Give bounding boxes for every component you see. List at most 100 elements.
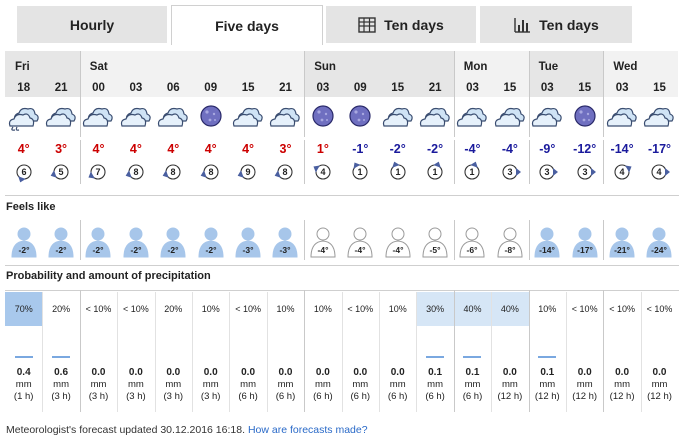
wind-direction-icon: 3 xyxy=(539,164,559,180)
precip-period: (12 h) xyxy=(647,391,672,402)
day-separator-line xyxy=(528,220,530,260)
tab-hourly[interactable]: Hourly xyxy=(17,6,167,43)
cloudy-icon xyxy=(529,101,566,136)
temperature-row: 4° 3° 4° 4° 4° 4° 4° 3° 1° -1° -2° -2° -4° -4° -9° -12°… xyxy=(5,141,679,157)
wind-speed: 1 xyxy=(395,167,400,177)
hour-label: 03 xyxy=(615,82,629,94)
day-separator-line xyxy=(79,51,81,137)
person-icon: -4° xyxy=(385,227,411,258)
precip-period: (12 h) xyxy=(497,391,523,402)
table-icon xyxy=(358,16,376,33)
precip-amount-bar xyxy=(650,356,668,358)
person-icon: -2° xyxy=(11,227,37,258)
precip-amount-value: 0.0 xyxy=(278,367,293,378)
day-name: Mon xyxy=(463,61,488,73)
day-name: Fri xyxy=(15,61,30,73)
day-header-row: Fri Sat Sun Mon Tue Wed xyxy=(5,51,679,79)
precip-probability: < 10% xyxy=(85,304,112,314)
day-separator-line xyxy=(304,51,306,137)
precip-amount-bar xyxy=(276,356,294,358)
precip-amount: 0.1 mm (6 h) xyxy=(416,352,453,403)
temperature-value: -2° xyxy=(389,142,406,156)
hour-label: 03 xyxy=(540,82,554,94)
day-separator-line xyxy=(528,51,530,137)
wind-direction-icon: 8 xyxy=(200,164,219,180)
precip-amount-value: 0.0 xyxy=(353,367,368,378)
feels-like-figure: -2° xyxy=(117,226,154,263)
feels-like-value: -2° xyxy=(18,245,30,255)
wind-speed: 8 xyxy=(171,167,176,177)
feels-like-value: -3° xyxy=(243,245,255,255)
wind-indicator: 1 xyxy=(342,160,379,189)
precip-amount: 0.1 mm (12 h) xyxy=(529,352,566,403)
wind-indicator: 3 xyxy=(566,160,603,189)
tab-ten-days-chart[interactable]: Ten days xyxy=(480,6,632,43)
temperature-value: -17° xyxy=(647,142,672,156)
feels-like-value: -2° xyxy=(93,245,105,255)
feels-like-value: -2° xyxy=(56,245,68,255)
moon-icon xyxy=(304,101,341,136)
hour-label: 00 xyxy=(92,82,105,94)
precip-probability: 30% xyxy=(416,292,454,326)
tab-five-days[interactable]: Five days xyxy=(171,5,323,45)
day-separator-line xyxy=(603,290,605,412)
wind-direction-icon: 1 xyxy=(390,161,406,180)
feels-like-figure: -2° xyxy=(42,226,79,263)
wind-direction-icon: 7 xyxy=(88,164,107,180)
wind-speed: 8 xyxy=(283,167,288,177)
wind-direction-icon: 8 xyxy=(275,164,294,180)
moon-icon xyxy=(342,101,379,136)
precip-period: (6 h) xyxy=(275,391,296,402)
feels-like-value: -4° xyxy=(392,245,404,255)
day-separator-line xyxy=(453,220,455,260)
precip-amount: 0.0 mm (12 h) xyxy=(641,352,678,403)
precipitation-title: Probability and amount of precipitation xyxy=(6,270,211,282)
wind-direction-icon: 1 xyxy=(427,161,443,180)
precip-amount-value: 0.0 xyxy=(91,367,106,378)
hour-row-bg xyxy=(453,79,529,97)
person-icon: -4° xyxy=(310,227,336,258)
wind-indicator: 1 xyxy=(454,160,491,189)
precip-period: (3 h) xyxy=(126,391,146,402)
feels-like-value: -14° xyxy=(539,245,555,255)
hour-label: 15 xyxy=(578,82,592,94)
wind-speed: 9 xyxy=(246,167,251,177)
column-separator-line xyxy=(266,292,268,412)
precip-unit: mm xyxy=(539,379,556,390)
precip-unit: mm xyxy=(651,379,668,390)
wind-indicator: 6 xyxy=(5,160,42,189)
precip-amount: 0.0 mm (6 h) xyxy=(379,352,416,403)
day-name: Sun xyxy=(314,61,336,73)
precip-amount-bar xyxy=(426,356,445,358)
precip-amount: 0.1 mm (6 h) xyxy=(454,352,491,403)
day-header-bg xyxy=(603,51,679,79)
precip-unit: mm xyxy=(314,379,331,390)
temperature-value: 4° xyxy=(17,142,30,156)
wind-direction-icon: 3 xyxy=(577,164,596,180)
precip-amount-bar xyxy=(239,356,257,358)
precip-amount-bar xyxy=(351,356,369,358)
tab-ten-days-table[interactable]: Ten days xyxy=(326,6,476,43)
wind-speed: 7 xyxy=(96,167,101,177)
section-divider xyxy=(5,290,679,291)
cloudy-icon xyxy=(491,101,528,136)
feels-like-figure: -3° xyxy=(229,226,266,263)
forecast-info-link[interactable]: How are forecasts made? xyxy=(247,424,368,436)
precip-unit: mm xyxy=(90,379,107,390)
precip-amount-value: 0.0 xyxy=(241,367,256,378)
wind-speed: 6 xyxy=(21,167,26,177)
precip-amount-value: 0.1 xyxy=(428,367,443,378)
precip-probability: 20% xyxy=(52,304,71,314)
wind-direction-icon: 4 xyxy=(614,164,632,180)
feels-like-value: -5° xyxy=(430,245,442,255)
wind-direction-icon: 5 xyxy=(50,164,69,180)
feels-like-figure: -2° xyxy=(80,226,117,263)
precip-unit: mm xyxy=(389,379,406,390)
temperature-value: -12° xyxy=(573,142,597,156)
precip-unit: mm xyxy=(127,379,144,390)
hour-row: 18 21 00 03 06 09 15 21 03 09 15 21 03 15 03 15 03 15 xyxy=(5,79,679,97)
precip-amount: 0.6 mm (3 h) xyxy=(42,352,79,403)
wind-speed: 3 xyxy=(507,167,512,177)
cloudy-icon xyxy=(155,101,192,136)
day-separator-line xyxy=(79,140,81,184)
